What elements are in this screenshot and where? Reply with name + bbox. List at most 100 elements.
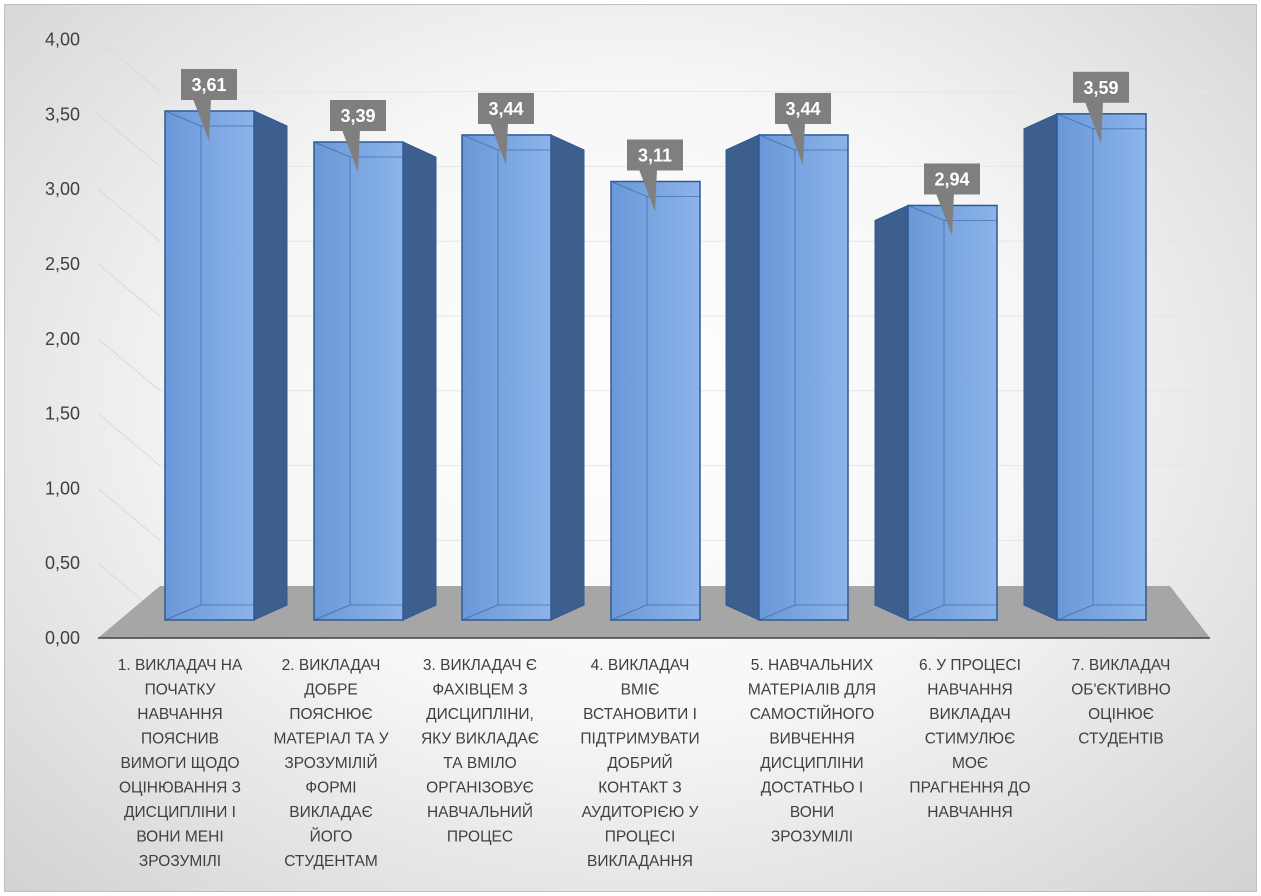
x-category-line: ВОНИ [790, 804, 834, 821]
x-category-line: ДИСЦИПЛІНИ, [426, 706, 534, 723]
x-category-line: ВИКЛАДАННЯ [587, 853, 693, 870]
x-category-line: ЗРОЗУМІЛІ [771, 829, 853, 846]
y-tick-label: 1,00 [45, 478, 80, 498]
x-category-line: НАВЧАННЯ [927, 682, 1012, 699]
y-tick-label: 2,00 [45, 329, 80, 349]
x-category-line: 4. ВИКЛАДАЧ [591, 657, 690, 674]
x-category-line: 6. У ПРОЦЕСІ [919, 657, 1021, 674]
data-label-box [924, 163, 980, 195]
x-category-line: СТУДЕНТІВ [1078, 731, 1163, 748]
data-label-pointer [936, 193, 954, 236]
y-tick-label: 3,00 [45, 179, 80, 199]
x-category-line: ДОСТАТНЬО І [761, 780, 863, 797]
x-category-label: 6. У ПРОЦЕСІ НАВЧАННЯ ВИКЛАДАЧ СТИМУЛЮЄ МОЄ П… [909, 657, 1030, 821]
bar-edge [907, 604, 945, 621]
x-category-line: МАТЕРІАЛІВ ДЛЯ [748, 682, 876, 699]
x-category-line: НАВЧАННЯ [137, 706, 222, 723]
x-category-line: НАВЧАЛЬНИЙ [427, 803, 533, 821]
data-labels: 3,61 3,39 3,44 3,11 3,44 2,94 3,59 [181, 68, 1129, 236]
bar-side [253, 110, 288, 621]
data-label-pointer [342, 130, 360, 173]
gridline [97, 413, 161, 466]
data-label: 3,39 [330, 100, 386, 173]
x-category-line: ВОНИ МЕНІ [136, 829, 223, 846]
bar-edge [164, 604, 202, 621]
x-category-line: 2. ВИКЛАДАЧ [282, 657, 381, 674]
bar [164, 110, 288, 621]
x-category-line: НАВЧАННЯ [927, 804, 1012, 821]
x-category-line: ВИКЛАДАЧ [929, 706, 1011, 723]
x-category-label: 1. ВИКЛАДАЧ НА ПОЧАТКУ НАВЧАННЯ ПОЯСНИВ ВИМО… [118, 657, 243, 870]
x-category-line: ЗРОЗУМІЛІЙ [284, 754, 377, 772]
gridline [97, 114, 161, 167]
x-category-line: ФАХІВЦЕМ З [432, 682, 527, 699]
data-label-text: 3,61 [191, 75, 226, 95]
x-axis-categories: 1. ВИКЛАДАЧ НА ПОЧАТКУ НАВЧАННЯ ПОЯСНИВ ВИМО… [118, 657, 1171, 870]
data-label-box [775, 92, 831, 124]
bars [164, 110, 1147, 621]
x-category-label: 5. НАВЧАЛЬНИХ МАТЕРІАЛІВ ДЛЯ САМОСТІЙНОГО В… [748, 657, 876, 846]
bar-front [1056, 113, 1147, 621]
x-category-line: ВИКЛАДАЄ [289, 804, 373, 821]
x-category-line: ЙОГО [310, 828, 353, 846]
gridline [97, 263, 161, 317]
x-category-label: 3. ВИКЛАДАЧ Є ФАХІВЦЕМ З ДИСЦИПЛІНИ, ЯКУ ВИ… [421, 657, 539, 846]
data-label-text: 3,11 [638, 145, 672, 165]
y-tick-label: 0,50 [45, 553, 80, 573]
x-category-line: ПОЯСНИВ [141, 731, 219, 748]
bar-edge [1056, 113, 1094, 130]
gridline [97, 488, 161, 541]
x-category-line: ОЦІНЮВАННЯ З [119, 780, 241, 797]
data-label: 3,61 [181, 68, 237, 141]
bar [461, 134, 585, 621]
x-category-line: ПРАГНЕННЯ ДО [909, 780, 1030, 797]
x-category-line: 5. НАВЧАЛЬНИХ [751, 657, 874, 674]
x-category-label: 4. ВИКЛАДАЧ ВМІЄ ВСТАНОВИТИ І ПІДТРИМУВАТИ Д… [580, 657, 699, 870]
bar-side [725, 134, 760, 621]
x-category-line: 7. ВИКЛАДАЧ [1072, 657, 1171, 674]
x-category-line: ВМІЄ [621, 682, 660, 699]
bar-edge [758, 134, 796, 151]
bar-edge [907, 204, 945, 221]
data-label-pointer [639, 169, 657, 212]
x-category-line: КОНТАКТ З [598, 780, 682, 797]
data-label: 3,11 [627, 139, 683, 212]
x-category-line: ОБ'ЄКТИВНО [1071, 682, 1171, 699]
x-category-line: АУДИТОРІЄЮ У [582, 804, 699, 821]
data-label-box [478, 92, 534, 124]
bar-edge [1056, 604, 1094, 621]
data-label-text: 3,44 [488, 99, 523, 119]
x-category-line: 3. ВИКЛАДАЧ Є [423, 657, 537, 674]
y-tick-label: 2,50 [45, 254, 80, 274]
x-category-line: САМОСТІЙНОГО [750, 705, 875, 723]
y-axis-ticks: 0,00 0,50 1,00 1,50 2,00 2,50 3,00 3,50 4,00 [45, 30, 80, 648]
bar-edge [758, 604, 796, 621]
y-tick-label: 3,50 [45, 104, 80, 124]
data-label-text: 2,94 [934, 169, 969, 189]
x-category-line: ПІДТРИМУВАТИ [580, 731, 699, 748]
x-category-line: ДИСЦИПЛІНИ [760, 755, 863, 772]
data-label: 2,94 [924, 163, 980, 236]
bar-side [402, 141, 437, 621]
data-label-pointer [787, 122, 805, 165]
bar-front [610, 180, 701, 621]
x-category-line: 1. ВИКЛАДАЧ НА [118, 657, 243, 674]
x-category-label: 7. ВИКЛАДАЧ ОБ'ЄКТИВНО ОЦІНЮЄ СТУДЕНТІВ [1071, 657, 1171, 748]
x-category-label: 2. ВИКЛАДАЧ ДОБРЕ ПОЯСНЮЄ МАТЕРІАЛ ТА У ЗРОЗ… [273, 657, 388, 870]
bar [313, 141, 437, 621]
bar-edge [461, 134, 499, 151]
x-category-line: ОРГАНІЗОВУЄ [426, 780, 534, 797]
bar [874, 204, 998, 621]
bar-side [874, 204, 909, 621]
x-category-line: ФОРМІ [305, 780, 356, 797]
bar-front [907, 204, 998, 621]
gridline [97, 338, 161, 392]
x-category-line: СТУДЕНТАМ [284, 853, 378, 870]
x-category-line: ВСТАНОВИТИ І [583, 706, 697, 723]
y-tick-label: 1,50 [45, 404, 80, 424]
bar-edge [610, 604, 648, 621]
data-label-box [181, 68, 237, 100]
bar [725, 134, 849, 621]
bar-front [313, 141, 404, 621]
